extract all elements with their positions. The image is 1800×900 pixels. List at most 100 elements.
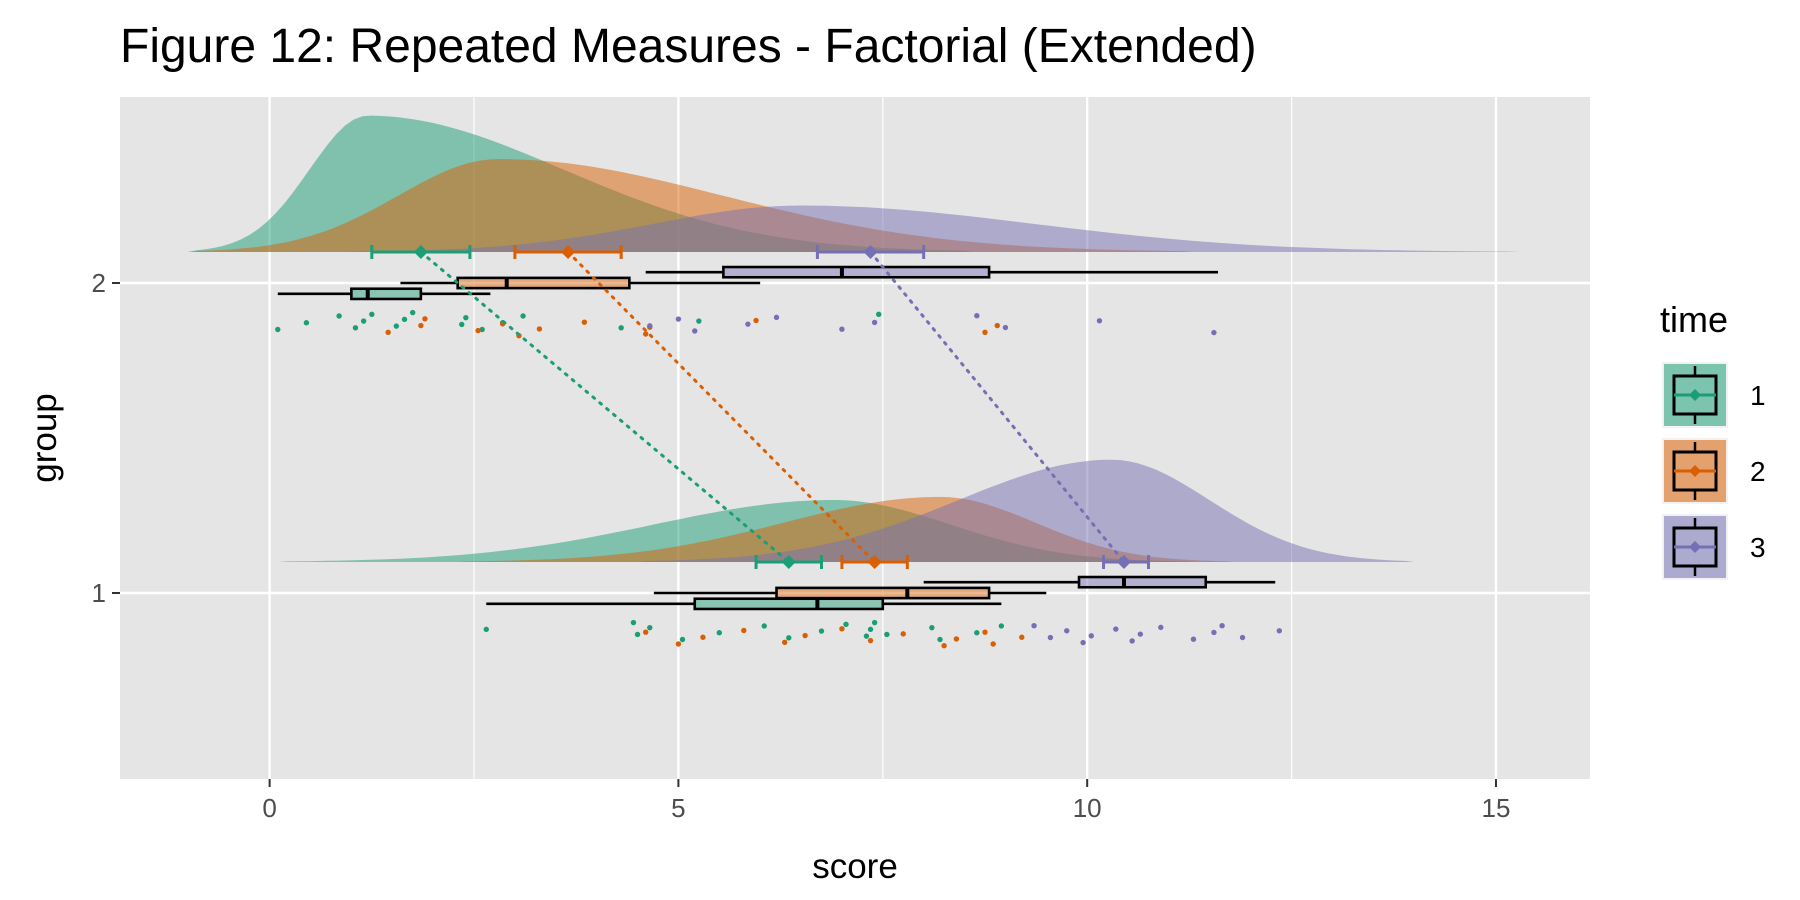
data-point — [786, 635, 792, 641]
y-tick-label: 1 — [92, 578, 106, 608]
data-point — [741, 627, 747, 634]
box-layer — [277, 265, 1276, 611]
data-point — [974, 630, 980, 636]
data-point — [974, 312, 980, 319]
mean-connector-t1 — [419, 250, 791, 564]
data-point — [630, 619, 637, 626]
data-point — [1190, 636, 1197, 642]
y-axis-title: group — [25, 393, 64, 483]
legend-mean-marker — [1689, 389, 1701, 401]
data-point — [1137, 631, 1144, 637]
data-point — [479, 326, 485, 333]
data-point — [647, 624, 653, 631]
x-axis-title: score — [812, 847, 898, 886]
data-point — [536, 326, 543, 332]
x-tick-label: 10 — [1073, 793, 1102, 823]
box-g1-t1 — [693, 597, 885, 611]
data-point — [422, 316, 428, 322]
data-point — [336, 313, 342, 319]
data-point — [843, 621, 849, 627]
point-layer — [275, 309, 1283, 649]
data-point — [802, 632, 808, 639]
data-point — [393, 323, 400, 329]
box-g2-t2 — [456, 276, 631, 290]
y-tick-label: 2 — [92, 268, 106, 298]
data-point — [643, 629, 649, 635]
data-point — [839, 326, 845, 332]
data-point — [1129, 638, 1135, 644]
data-point — [675, 641, 682, 647]
data-point — [475, 327, 481, 334]
data-point — [1219, 622, 1225, 629]
data-point — [1211, 329, 1217, 336]
data-point — [401, 316, 408, 323]
mean-marker-g2-t2 — [561, 245, 576, 259]
data-point — [520, 313, 526, 319]
data-point — [998, 623, 1005, 629]
density-layer — [187, 115, 1521, 562]
data-point — [1064, 628, 1070, 634]
data-point — [1276, 628, 1283, 634]
legend-label-3: 3 — [1750, 532, 1766, 563]
legend-mean-marker — [1689, 541, 1701, 553]
data-point — [884, 631, 890, 638]
data-point — [1080, 639, 1086, 646]
mean-marker-g2-t3 — [863, 245, 878, 259]
data-point — [929, 624, 935, 631]
data-point — [1019, 634, 1025, 640]
mean-layer — [370, 245, 1151, 569]
data-point — [1088, 633, 1094, 639]
data-point — [1211, 629, 1217, 636]
data-point — [1002, 324, 1009, 331]
data-point — [634, 631, 641, 638]
data-point — [982, 629, 988, 635]
data-point — [459, 321, 465, 328]
data-point — [761, 623, 767, 629]
data-point — [745, 321, 751, 327]
data-point — [716, 630, 722, 636]
data-point — [360, 318, 367, 324]
data-point — [418, 322, 424, 329]
data-point — [867, 626, 874, 633]
data-point — [871, 319, 878, 326]
data-point — [581, 319, 588, 325]
box-g2-t3 — [722, 265, 991, 279]
data-point — [1096, 318, 1103, 324]
legend-label-2: 2 — [1750, 456, 1766, 487]
data-point — [900, 631, 906, 637]
data-point — [753, 317, 759, 324]
legend: time 1 2 3 — [1660, 299, 1766, 580]
data-point — [867, 637, 874, 644]
data-point — [643, 331, 649, 337]
box-g2-t1 — [350, 287, 423, 301]
data-point — [679, 636, 686, 643]
data-point — [647, 323, 653, 329]
data-point — [863, 633, 870, 639]
data-point — [871, 619, 878, 626]
legend-title: time — [1660, 299, 1728, 340]
data-point — [937, 636, 943, 643]
data-point — [773, 314, 780, 321]
data-point — [1158, 624, 1164, 631]
data-point — [692, 328, 698, 334]
data-point — [990, 641, 996, 647]
legend-mean-marker — [1689, 465, 1701, 477]
box-g1-t3 — [1077, 575, 1208, 589]
data-point — [994, 322, 1000, 329]
mean-connector-t3 — [869, 250, 1126, 564]
data-point — [953, 636, 960, 642]
density-g1-t3 — [637, 459, 1415, 562]
data-point — [1031, 622, 1037, 629]
data-point — [1047, 634, 1054, 641]
density-g2-t2 — [187, 159, 1194, 252]
data-point — [275, 326, 281, 333]
data-point — [303, 320, 310, 326]
x-tick-label: 15 — [1482, 793, 1511, 823]
data-point — [618, 325, 624, 331]
data-point — [385, 329, 391, 336]
data-point — [369, 311, 375, 317]
mean-marker-g1-t2 — [867, 555, 882, 569]
data-point — [352, 325, 359, 331]
x-tick-label: 5 — [671, 793, 685, 823]
